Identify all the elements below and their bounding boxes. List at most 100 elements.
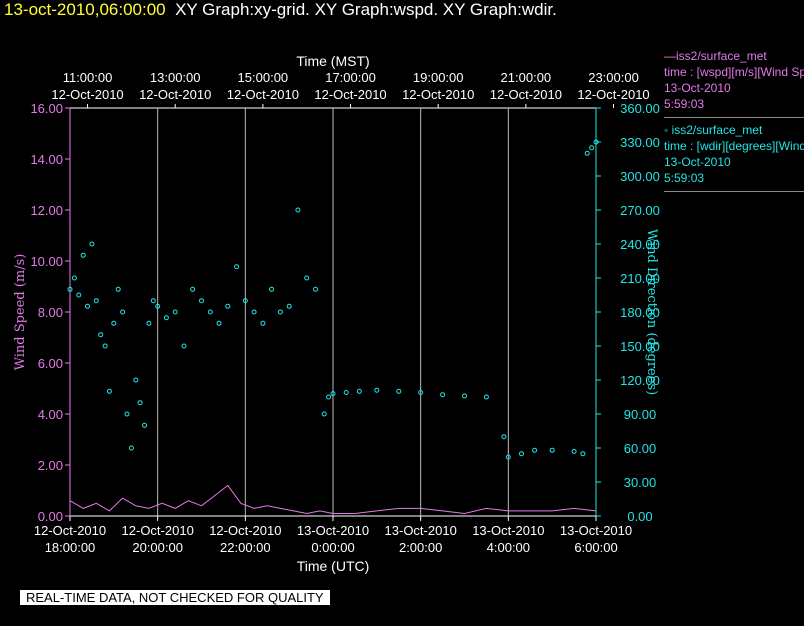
x-tick-time-label: 18:00:00 [45,540,96,555]
top-tick-date-label: 12-Oct-2010 [227,87,299,102]
wspd-series-line [69,484,597,515]
wdir-point [330,391,336,397]
wdir-point [128,445,134,451]
wdir-point [440,392,446,398]
top-tick-date-label: 12-Oct-2010 [51,87,123,102]
x-tick-date-label: 13-Oct-2010 [472,523,544,538]
wdir-point [137,400,143,406]
wdir-point [313,286,318,292]
wdir-point [549,447,555,453]
x-axis-label: Time (UTC) [297,558,370,574]
x-tick-date-label: 12-Oct-2010 [122,523,194,538]
wdir-point [133,377,139,383]
left-tick-label: 10.00 [30,254,63,269]
wdir-point [277,309,283,315]
left-tick-label: 4.00 [38,407,63,422]
legend-wspd-variable: time : [wspd][m/s][Wind Speed] [664,65,804,79]
right-tick-label: 120.00 [620,373,660,388]
wdir-point [286,303,292,309]
x-tick-time-label: 2:00:00 [399,540,442,555]
chart-header: 13-oct-2010,06:00:00 XY Graph:xy-grid. X… [4,0,557,20]
x-tick-date-label: 13-Oct-2010 [560,523,632,538]
legend-wdir-name: ◦ iss2/surface_met [664,123,763,137]
left-tick-label: 0.00 [38,509,63,524]
wdir-point [93,298,99,304]
top-tick-date-label: 12-Oct-2010 [314,87,386,102]
legend-divider [664,117,804,118]
right-tick-label: 150.00 [620,339,660,354]
wdir-point [150,298,156,304]
right-tick-label: 240.00 [620,237,660,252]
wdir-point [483,394,489,400]
header-timestamp: 13-oct-2010,06:00:00 [4,0,166,19]
wdir-point [356,388,362,394]
top-tick-date-label: 12-Oct-2010 [577,87,649,102]
x-tick-time-label: 6:00:00 [574,540,617,555]
top-tick-time-label: 21:00:00 [501,70,552,85]
x-tick-time-label: 4:00:00 [487,540,530,555]
wdir-point [216,320,222,326]
legend-wdir-variable: time : [wdir][degrees][Wind Direction] [664,139,804,153]
x-tick-date-label: 12-Oct-2010 [209,523,281,538]
wdir-point [89,241,95,247]
wdir-point [343,390,349,395]
right-tick-label: 30.00 [624,475,657,490]
right-tick-label: 90.00 [624,407,657,422]
wdir-point [111,320,117,326]
x-tick-time-label: 20:00:00 [132,540,183,555]
wdir-point [571,448,577,454]
legend-wspd-name: —iss2/surface_met [664,49,767,63]
right-tick-label: 330.00 [620,135,660,150]
right-tick-label: 0.00 [627,509,652,524]
wdir-point [199,298,204,304]
header-graph-titles: XY Graph:xy-grid. XY Graph:wspd. XY Grap… [175,0,557,19]
x-tick-date-label: 13-Oct-2010 [297,523,369,538]
legend-wdir: ◦ iss2/surface_met time : [wdir][degrees… [664,122,804,186]
wdir-point [155,303,161,309]
right-tick-label: 300.00 [620,169,660,184]
right-axis-label: Wind Direction (degrees) [644,229,659,395]
top-tick-time-label: 11:00:00 [63,70,113,85]
top-tick-time-label: 17:00:00 [325,70,376,85]
wdir-point [295,207,301,213]
wdir-point [115,286,121,292]
wdir-point [80,252,86,258]
wdir-point [106,388,112,394]
legend-divider [664,191,804,192]
wdir-point [269,286,275,292]
wdir-point [102,343,108,349]
wdir-point [234,264,240,270]
wdir-point [142,422,147,428]
wdir-point [98,332,104,338]
top-tick-date-label: 12-Oct-2010 [139,87,211,102]
x-tick-date-label: 13-Oct-2010 [385,523,457,538]
wdir-point [321,411,327,417]
wdir-point [501,434,507,440]
top-tick-date-label: 12-Oct-2010 [490,87,562,102]
legend-wspd-date: 13-Oct-2010 [664,81,731,95]
legend-wspd-time: 5:59:03 [664,97,705,111]
wdir-point [584,150,590,156]
right-tick-label: 210.00 [620,271,660,286]
right-tick-label: 360.00 [620,101,660,116]
top-tick-time-label: 15:00:00 [238,70,289,85]
wdir-point [76,292,82,298]
wdir-point [589,145,595,151]
wdir-point [260,320,266,326]
wdir-point [172,309,178,315]
left-axis-label: Wind Speed (m/s) [13,254,28,371]
top-axis-label: Time (MST) [296,53,369,69]
wdir-point [120,309,126,315]
wdir-point [71,275,77,281]
wdir-point [190,286,196,292]
wdir-point [396,388,402,394]
wdir-point [251,309,257,315]
wdir-point [67,286,73,292]
legend-wdir-time: 5:59:03 [664,171,705,185]
legend-wspd: —iss2/surface_met time : [wspd][m/s][Win… [664,48,804,112]
right-tick-label: 60.00 [624,441,657,456]
wdir-point [146,320,152,326]
wdir-point [124,411,130,417]
wdir-point [163,315,169,321]
